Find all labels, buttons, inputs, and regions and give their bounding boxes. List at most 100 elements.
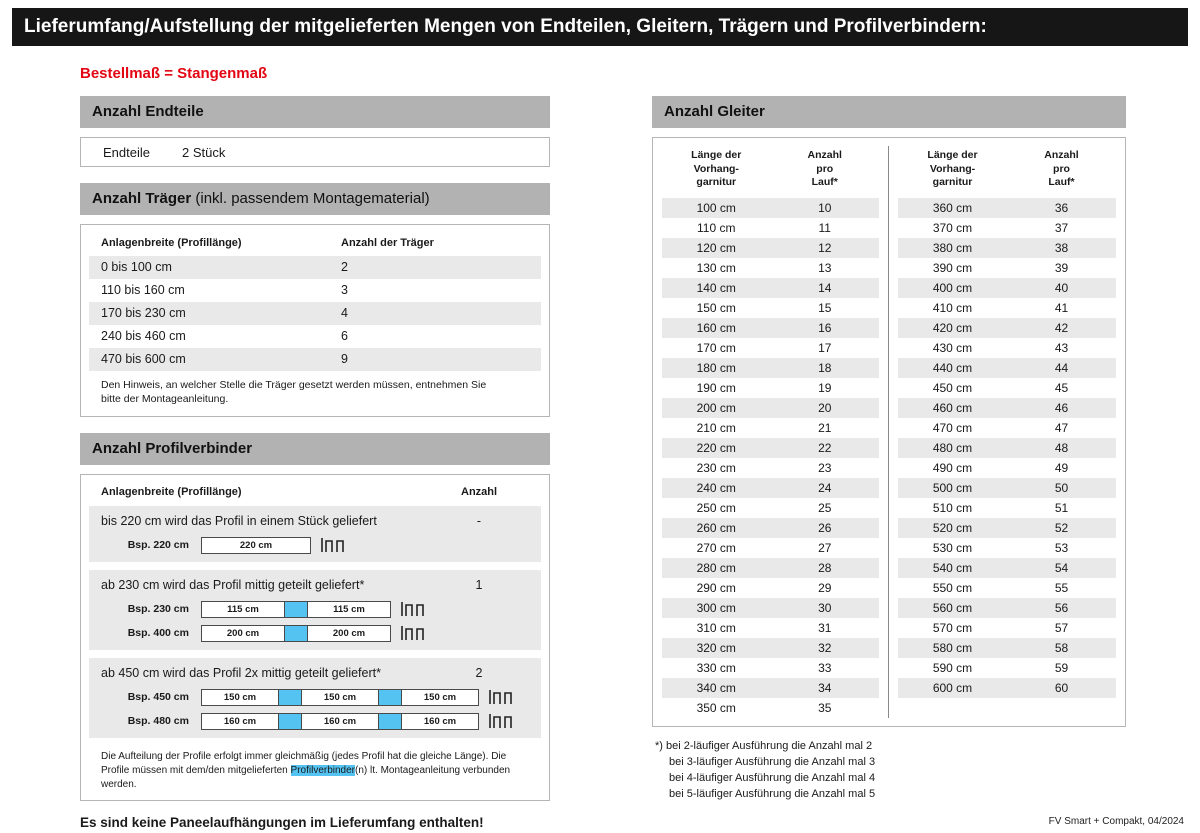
profile-cross-section-icon <box>400 625 428 641</box>
gleiter-length-cell: 150 cm <box>696 300 736 315</box>
pv-example-label: Bsp. 230 cm <box>127 603 189 616</box>
gleiter-row: 330 cm 33 <box>662 658 879 678</box>
gleiter-count-cell: 52 <box>1054 520 1069 535</box>
gleiter-length-cell: 240 cm <box>696 480 736 495</box>
gleiter-row: 270 cm 27 <box>662 538 879 558</box>
gleiter-length-cell: 320 cm <box>696 640 736 655</box>
gleiter-row: 340 cm 34 <box>662 677 879 698</box>
pv-count-cell: 1 <box>475 578 483 593</box>
gleiter-row: 480 cm 48 <box>898 437 1116 458</box>
profile-segment: 150 cm <box>301 688 379 706</box>
gleiter-row: 180 cm 18 <box>662 357 879 378</box>
gleiter-count-cell: 38 <box>1054 240 1069 255</box>
gleiter-length-cell: 370 cm <box>932 220 973 235</box>
endteile-section-header: Anzahl Endteile <box>80 96 550 128</box>
gleiter-count-cell: 20 <box>818 400 832 415</box>
gleiter-header-label: Anzahl Gleiter <box>664 103 765 120</box>
gleiter-count-cell: 17 <box>818 340 832 355</box>
pv-table-header: Anlagenbreite (Profillänge) Anzahl <box>89 483 541 506</box>
header-line: garnitur <box>696 176 737 189</box>
gleiter-count-col-header: Anzahl pro Lauf* <box>1007 149 1116 190</box>
right-column: Anzahl Gleiter Länge der Vorhang- garnit… <box>652 96 1126 803</box>
profile-connector-icon <box>279 688 301 706</box>
gleiter-length-cell: 590 cm <box>932 660 973 675</box>
gleiter-footnote-line: bei 5-läufiger Ausführung die Anzahl mal… <box>669 787 876 800</box>
gleiter-length-cell: 400 cm <box>932 280 973 295</box>
gleiter-count-cell: 24 <box>818 480 832 495</box>
gleiter-length-cell: 230 cm <box>696 460 736 475</box>
gleiter-count-cell: 40 <box>1054 280 1069 295</box>
gleiter-footnote-line: *) bei 2-läufiger Ausführung die Anzahl … <box>655 739 873 752</box>
traeger-rows: 0 bis 100 cm 2 110 bis 160 cm 3 170 bis 230 … <box>89 256 541 371</box>
gleiter-count-cell: 60 <box>1054 680 1069 695</box>
profile-cross-section-icon <box>488 713 516 729</box>
gleiter-row: 380 cm 38 <box>898 237 1116 258</box>
gleiter-row: 310 cm 31 <box>662 618 879 638</box>
pv-note-highlight: Profilverbinder <box>290 765 356 777</box>
traeger-range-cell: 240 bis 460 cm <box>101 329 186 343</box>
gleiter-length-cell: 550 cm <box>932 580 973 595</box>
pv-section-header: ab 450 cm wird das Profil 2x mittig gete… <box>89 663 541 682</box>
gleiter-row: 570 cm 57 <box>898 618 1116 638</box>
gleiter-count-cell: 53 <box>1054 540 1069 555</box>
profile-bars: 160 cm 160 cm 160 cm <box>201 712 479 730</box>
gleiter-count-cell: 34 <box>818 680 832 695</box>
gleiter-length-cell: 220 cm <box>696 440 736 455</box>
pv-note-before: Die Aufteilung der Profile erfolgt immer… <box>101 751 507 777</box>
header-line: pro <box>1053 162 1070 175</box>
traeger-range-cell: 0 bis 100 cm <box>101 260 172 274</box>
gleiter-count-cell: 56 <box>1054 600 1069 615</box>
gleiter-length-cell: 200 cm <box>696 400 736 415</box>
profile-segment: 160 cm <box>201 712 279 730</box>
page-title-bar: Lieferumfang/Aufstellung der mitgeliefer… <box>12 8 1188 46</box>
gleiter-row: 590 cm 59 <box>898 658 1116 678</box>
gleiter-count-cell: 22 <box>818 440 832 455</box>
header-line: Lauf* <box>811 176 838 189</box>
header-line: Anzahl <box>807 149 842 161</box>
gleiter-table-header-right: Länge der Vorhang- garnitur Anzahl pro L… <box>898 146 1116 198</box>
gleiter-length-cell: 170 cm <box>696 340 736 355</box>
profile-bars: 220 cm <box>201 536 311 554</box>
gleiter-count-cell: 27 <box>818 540 832 555</box>
gleiter-length-cell: 480 cm <box>932 440 973 455</box>
gleiter-table-header-left: Länge der Vorhang- garnitur Anzahl pro L… <box>662 146 879 198</box>
profile-segment: 115 cm <box>307 600 391 618</box>
pv-section: bis 220 cm wird das Profil in einem Stüc… <box>89 506 541 563</box>
traeger-header-bold: Anzahl Träger <box>92 190 192 207</box>
gleiter-count-cell: 37 <box>1054 220 1069 235</box>
profile-connector-icon <box>379 688 401 706</box>
gleiter-rows-left: 100 cm 10 110 cm 11 120 cm 12 130 cm 13 140 cm 14… <box>662 197 879 718</box>
profile-bars: 200 cm 200 cm <box>201 624 391 642</box>
gleiter-count-cell: 44 <box>1054 360 1069 375</box>
gleiter-count-cell: 13 <box>818 260 832 275</box>
gleiter-count-col-header: Anzahl pro Lauf* <box>771 149 880 190</box>
gleiter-row: 110 cm 11 <box>662 218 879 238</box>
gleiter-row: 600 cm 60 <box>898 677 1116 698</box>
profile-bars: 115 cm 115 cm <box>201 600 391 618</box>
pv-example-row: Bsp. 480 cm 160 cm 160 cm 160 cm <box>89 712 541 730</box>
gleiter-count-cell: 35 <box>818 700 832 715</box>
gleiter-rows-right: 360 cm 36 370 cm 37 380 cm 38 390 cm 39 400 cm 40… <box>898 197 1116 698</box>
gleiter-length-cell: 500 cm <box>932 480 973 495</box>
gleiter-row: 220 cm 22 <box>662 437 879 458</box>
gleiter-count-cell: 18 <box>818 360 832 375</box>
gleiter-count-cell: 28 <box>818 560 832 575</box>
profile-connector-icon <box>285 624 307 642</box>
gleiter-footnote-line: bei 3-läufiger Ausführung die Anzahl mal… <box>669 755 876 768</box>
pv-section-header: ab 230 cm wird das Profil mittig geteilt… <box>89 575 541 594</box>
gleiter-length-cell: 120 cm <box>696 240 736 255</box>
gleiter-row: 580 cm 58 <box>898 637 1116 658</box>
gleiter-row: 510 cm 51 <box>898 498 1116 518</box>
gleiter-length-cell: 310 cm <box>696 620 736 635</box>
gleiter-count-cell: 23 <box>818 460 832 475</box>
pv-sections: bis 220 cm wird das Profil in einem Stüc… <box>89 506 541 739</box>
gleiter-count-cell: 15 <box>818 300 832 315</box>
gleiter-row: 130 cm 13 <box>662 258 879 278</box>
traeger-table-header: Anlagenbreite (Profillänge) Anzahl der T… <box>89 233 541 256</box>
traeger-note: Den Hinweis, an welcher Stelle die Träge… <box>101 379 487 406</box>
gleiter-count-cell: 50 <box>1054 480 1069 495</box>
header-line: Lauf* <box>1048 176 1075 189</box>
endteile-box: Endteile 2 Stück <box>80 137 550 167</box>
gleiter-length-cell: 280 cm <box>696 560 736 575</box>
gleiter-length-cell: 330 cm <box>696 660 736 675</box>
